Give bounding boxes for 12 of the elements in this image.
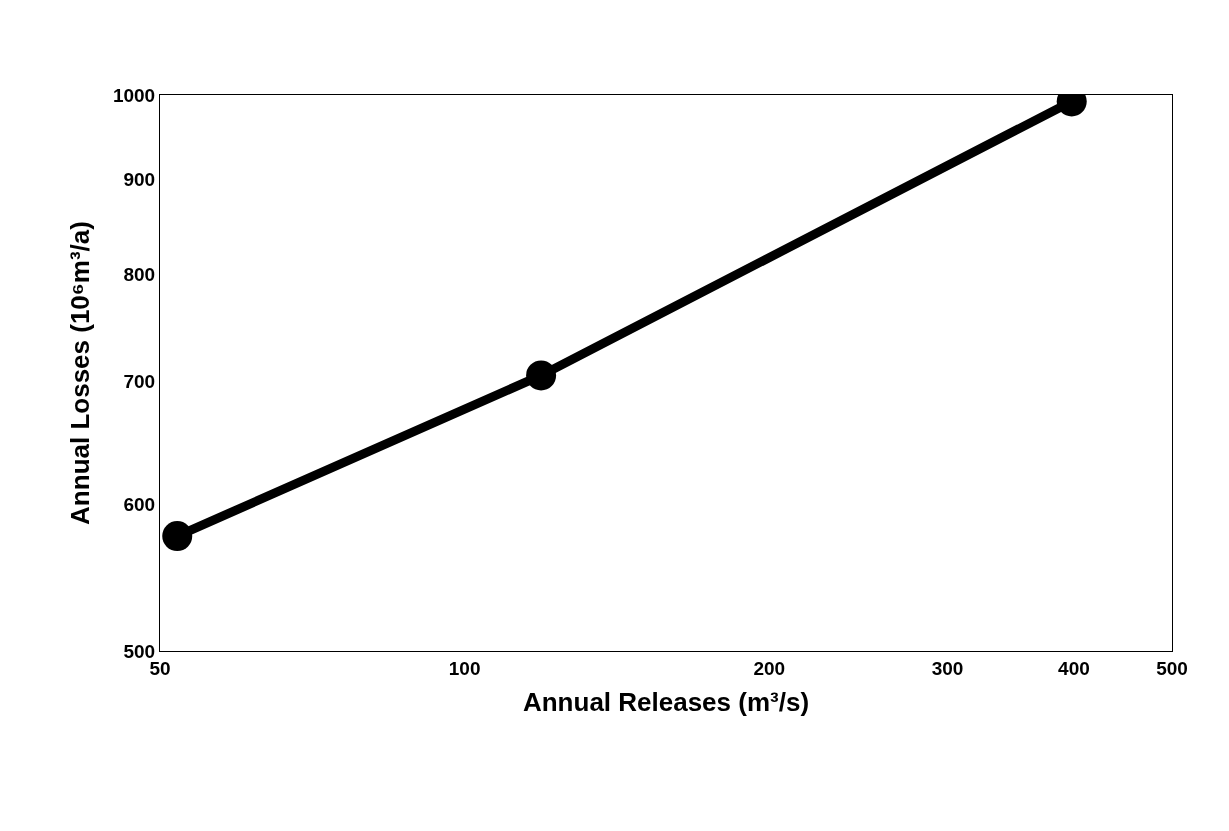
y-tick-label: 700	[123, 370, 156, 392]
x-tick-label: 500	[1156, 657, 1188, 679]
y-tick-label: 600	[123, 494, 156, 516]
y-tick-label: 900	[123, 169, 156, 191]
x-tick-label: 300	[931, 657, 964, 679]
y-axis-title: Annual Losses (10⁶m³/a)	[65, 221, 96, 525]
x-tick-label: 100	[448, 657, 481, 679]
y-tick-label: 800	[123, 263, 156, 285]
x-axis-title: Annual Releases (m³/s)	[522, 687, 810, 718]
x-tick-label: 200	[753, 657, 786, 679]
y-tick-label: 1000	[112, 84, 156, 106]
x-tick-label: 400	[1058, 657, 1090, 679]
